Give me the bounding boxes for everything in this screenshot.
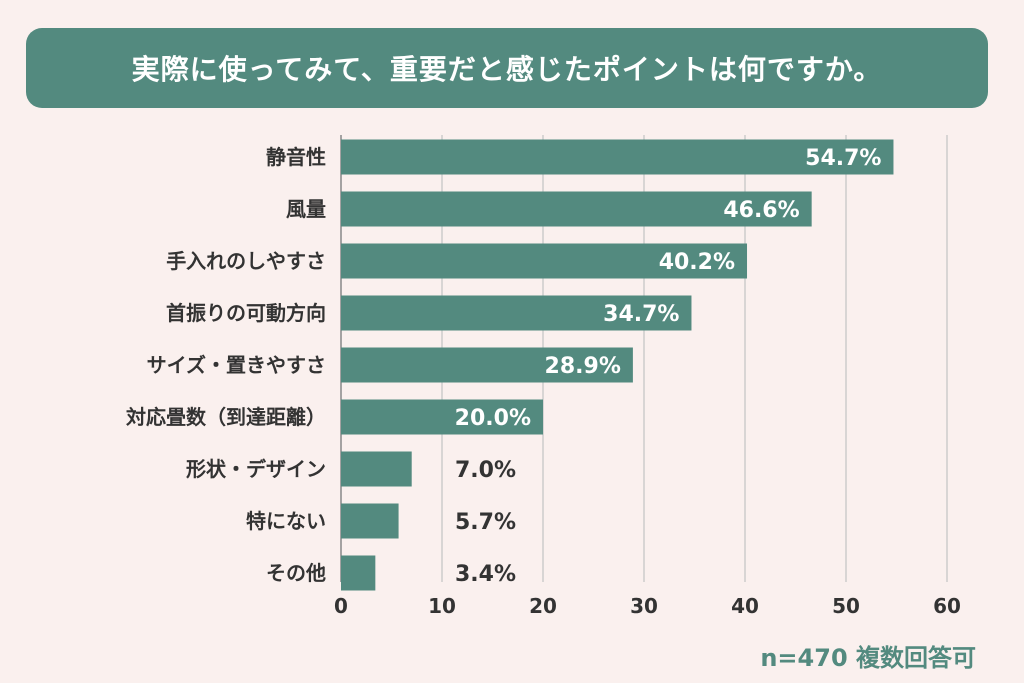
value-label-1: 46.6% xyxy=(723,198,799,223)
bar-5 xyxy=(341,399,543,435)
chart-title: 実際に使ってみて、重要だと感じたポイントは何ですか。 xyxy=(131,53,883,86)
bar-1 xyxy=(341,191,812,227)
bar-3 xyxy=(341,295,692,331)
value-label-8: 3.4% xyxy=(455,562,516,587)
bar-4 xyxy=(341,347,633,383)
x-tick-label-50: 50 xyxy=(832,594,860,618)
category-label-3: 首振りの可動方向 xyxy=(166,301,326,325)
x-tick-label-0: 0 xyxy=(334,594,348,618)
value-label-6: 7.0% xyxy=(455,458,516,483)
bar-0 xyxy=(341,139,894,175)
value-label-3: 34.7% xyxy=(603,302,679,327)
x-tick-label-30: 30 xyxy=(630,594,658,618)
x-tick-label-60: 60 xyxy=(933,594,961,618)
value-label-2: 40.2% xyxy=(659,250,735,275)
bar-6 xyxy=(341,451,412,487)
category-label-6: 形状・デザイン xyxy=(186,457,326,481)
category-label-1: 風量 xyxy=(286,197,326,221)
category-label-2: 手入れのしやすさ xyxy=(166,249,326,273)
category-label-7: 特にない xyxy=(246,509,326,533)
bar-7 xyxy=(341,503,399,539)
category-label-0: 静音性 xyxy=(266,145,326,169)
value-label-0: 54.7% xyxy=(805,146,881,171)
x-tick-label-10: 10 xyxy=(428,594,456,618)
category-label-8: その他 xyxy=(266,561,326,585)
category-label-4: サイズ・置きやすさ xyxy=(147,353,326,377)
x-tick-label-20: 20 xyxy=(529,594,557,618)
value-label-7: 5.7% xyxy=(455,510,516,535)
sample-size-note: n=470 複数回答可 xyxy=(760,644,976,672)
bar-2 xyxy=(341,243,748,279)
bar-8 xyxy=(341,555,376,591)
x-tick-label-40: 40 xyxy=(731,594,759,618)
title-banner: 実際に使ってみて、重要だと感じたポイントは何ですか。 xyxy=(26,28,988,108)
value-label-4: 28.9% xyxy=(545,354,621,379)
value-label-5: 20.0% xyxy=(455,406,531,431)
category-label-5: 対応畳数（到達距離） xyxy=(125,405,326,429)
